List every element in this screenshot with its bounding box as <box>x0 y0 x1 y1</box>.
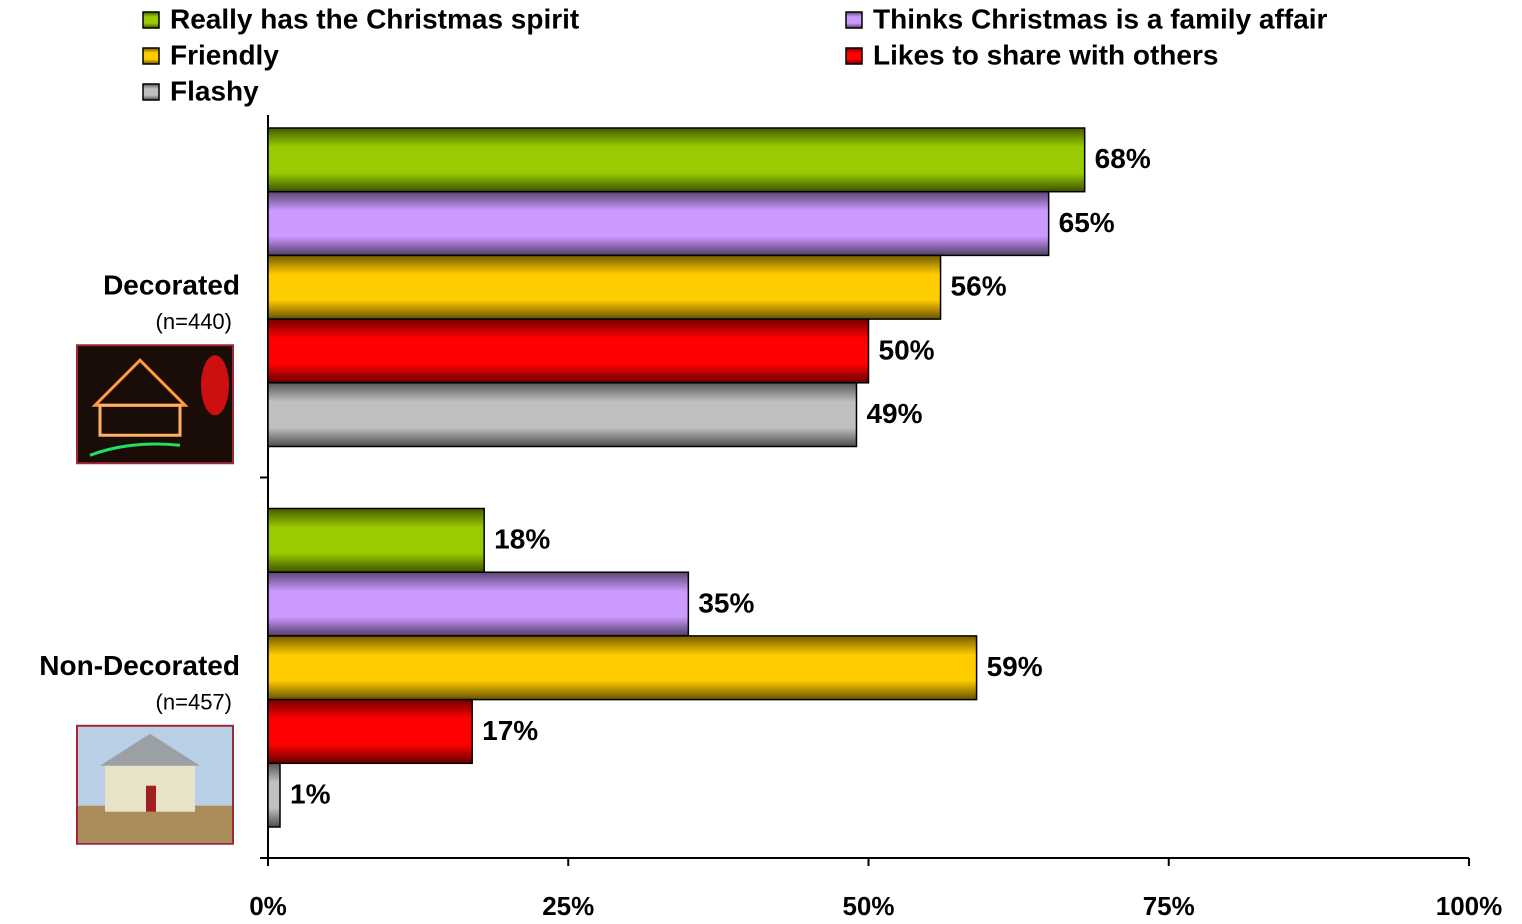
value-label: 59% <box>987 651 1043 682</box>
value-label: 17% <box>482 715 538 746</box>
legend-label: Thinks Christmas is a family affair <box>873 3 1327 34</box>
legend-label: Likes to share with others <box>873 39 1218 70</box>
legend-swatch-shade <box>143 12 159 28</box>
photo-door <box>146 785 156 812</box>
bar-shade <box>268 763 281 827</box>
category-note: (n=440) <box>156 309 232 334</box>
bar-shade <box>268 255 941 320</box>
category-label: Decorated <box>103 270 240 301</box>
value-label: 50% <box>879 334 935 365</box>
photo-lawn <box>78 805 232 843</box>
legend-label: Flashy <box>170 75 259 106</box>
photo-santa <box>201 355 229 416</box>
value-label: 68% <box>1095 143 1151 174</box>
bar-shade <box>268 128 1085 192</box>
value-label: 1% <box>290 779 331 810</box>
bar-shade <box>268 191 1049 256</box>
photo-house <box>98 403 182 437</box>
bar-shade <box>268 572 689 636</box>
x-tick-label: 25% <box>542 891 594 921</box>
bar-shade <box>268 635 977 700</box>
bar-shade <box>268 508 485 573</box>
legend-swatch-shade <box>143 84 159 100</box>
legend-label: Friendly <box>170 39 279 70</box>
x-tick-label: 50% <box>842 891 894 921</box>
x-tick-label: 0% <box>249 891 287 921</box>
category-note: (n=457) <box>156 690 232 715</box>
legend-label: Really has the Christmas spirit <box>170 3 579 34</box>
legend-swatch-shade <box>143 48 159 64</box>
value-label: 49% <box>866 398 922 429</box>
value-label: 18% <box>494 524 550 555</box>
bar-shade <box>268 319 869 383</box>
x-tick-label: 75% <box>1143 891 1195 921</box>
legend-swatch-shade <box>846 48 862 64</box>
value-label: 35% <box>698 587 754 618</box>
photo-path <box>89 442 181 457</box>
value-label: 56% <box>951 271 1007 302</box>
value-label: 65% <box>1059 207 1115 238</box>
bar-shade <box>268 382 857 447</box>
photo-roof <box>100 733 200 766</box>
category-label: Non-Decorated <box>39 650 240 681</box>
bar-shade <box>268 699 473 764</box>
x-tick-label: 100% <box>1436 891 1503 921</box>
legend-swatch-shade <box>846 12 862 28</box>
